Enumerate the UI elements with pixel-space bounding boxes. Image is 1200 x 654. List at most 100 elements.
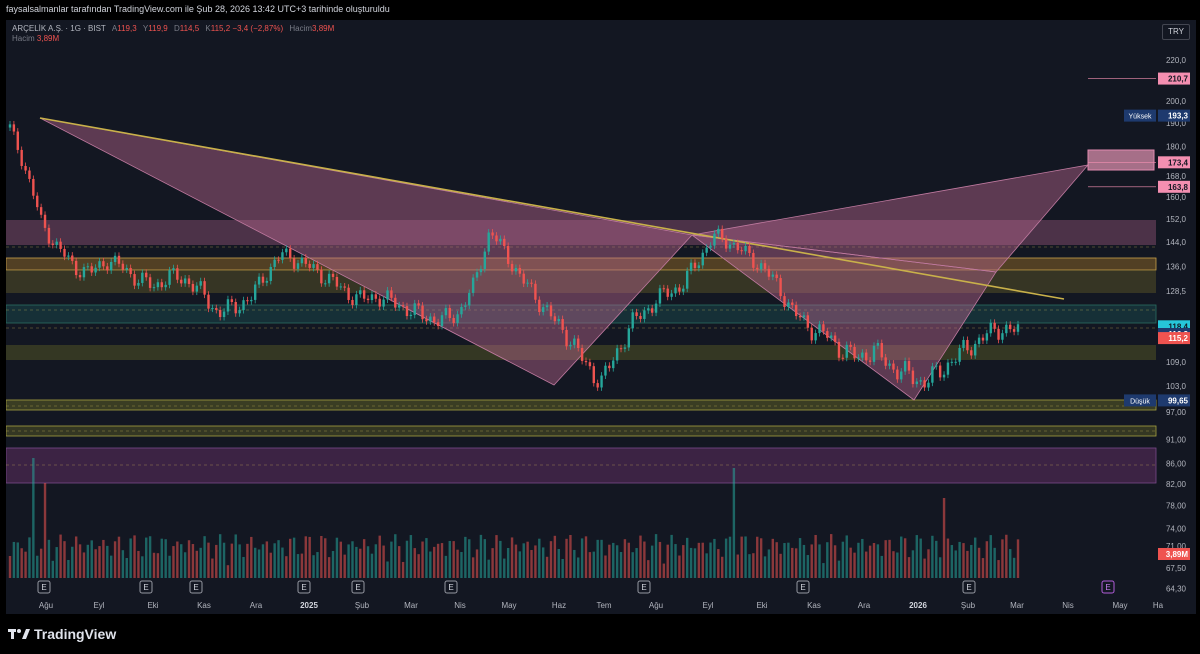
tradingview-logo[interactable]: TradingView: [8, 626, 116, 642]
candle-body: [724, 238, 728, 249]
earnings-marker-box: [139, 580, 153, 594]
candle-body: [257, 276, 261, 285]
volume-bar: [518, 551, 522, 578]
volume-bar: [164, 539, 167, 578]
price-tick: 160,0: [1166, 193, 1187, 202]
candle-body: [242, 300, 245, 311]
volume-bar: [168, 555, 171, 578]
volume-bar: [538, 538, 541, 578]
candle-body: [900, 371, 903, 380]
green-box: [6, 304, 1157, 324]
candle-body: [697, 265, 701, 268]
candle-body: [662, 288, 666, 290]
volume-bar: [374, 544, 378, 578]
price-label: 99,65: [1168, 396, 1189, 405]
candle-body: [487, 232, 490, 252]
candle-body: [90, 266, 93, 273]
volume-indicator-value: 3,89M: [36, 34, 60, 43]
candle-body: [401, 305, 405, 307]
volume-bar: [187, 540, 191, 578]
volume-bar: [670, 534, 673, 578]
candle-body: [471, 277, 475, 293]
price-label: 115,2: [1168, 334, 1188, 343]
candle-body: [647, 308, 650, 311]
candle-body: [857, 357, 860, 359]
volume-bar: [721, 556, 724, 578]
candle-body: [674, 287, 677, 294]
candle-body: [989, 322, 992, 334]
volume-indicator-label[interactable]: Hacim: [12, 34, 35, 43]
volume-bar: [954, 550, 957, 578]
volume-bar: [709, 542, 712, 578]
candle-body: [973, 343, 977, 356]
volume-bar: [837, 560, 841, 578]
price-tick: 82,00: [1166, 480, 1187, 489]
candle-body: [347, 287, 350, 300]
candles: [8, 120, 1020, 391]
volume-bar: [604, 555, 607, 578]
volume-bar: [183, 552, 187, 578]
volume-bar: [370, 553, 374, 578]
candle-body: [861, 352, 864, 358]
volume-bars: [8, 458, 1020, 578]
time-tick: Şub: [961, 601, 976, 610]
candle-body: [565, 329, 568, 347]
candle-body: [117, 255, 121, 264]
candle-body: [514, 267, 518, 272]
candle-body: [553, 316, 557, 322]
volume-bar: [471, 557, 475, 578]
volume-label: Hacim: [289, 24, 313, 33]
future-earnings-marker: E: [1105, 583, 1110, 592]
price-tick: 109,0: [1166, 358, 1187, 367]
candle-body: [106, 266, 109, 271]
earnings-marker: E: [800, 583, 805, 592]
candle-body: [8, 124, 12, 128]
volume-bar: [997, 560, 1000, 578]
time-tick: 2025: [300, 601, 318, 610]
candle-body: [172, 268, 175, 271]
candle-body: [981, 337, 985, 341]
candle-body: [180, 279, 183, 284]
candle-body: [748, 245, 751, 253]
candle-body: [794, 304, 798, 317]
volume-bar: [818, 544, 821, 578]
time-tick: Şub: [355, 601, 370, 610]
volume-bar: [331, 551, 335, 578]
volume-bar: [55, 547, 58, 578]
volume-bar: [584, 536, 588, 578]
volume-bar: [650, 545, 654, 578]
candle-body: [1012, 329, 1016, 332]
candle-body: [207, 294, 210, 309]
candle-body: [215, 308, 218, 310]
volume-bar: [195, 550, 199, 578]
candle-body: [783, 296, 786, 307]
price-axis: 220,0210,0200,0190,0180,0168,0160,0152,0…: [1166, 56, 1187, 594]
currency-button[interactable]: TRY: [1162, 24, 1190, 40]
chart-frame[interactable]: [6, 20, 1196, 614]
symbol-title[interactable]: ARÇELİK A.Ş. · 1G · BIST: [12, 24, 106, 33]
volume-bar: [113, 541, 117, 578]
candle-body: [211, 308, 214, 310]
volume-bar: [1005, 534, 1008, 578]
candle-body: [355, 294, 358, 306]
candle-body: [269, 266, 272, 281]
price-chart[interactable]: 220,0210,0200,0190,0180,0168,0160,0152,0…: [6, 20, 1196, 614]
time-tick: Eki: [756, 601, 767, 610]
earnings-marker: E: [641, 583, 646, 592]
candle-body: [865, 352, 868, 361]
volume-bar: [857, 542, 860, 578]
candle-body: [273, 259, 276, 267]
volume-bar: [222, 542, 226, 578]
earnings-marker: E: [143, 583, 148, 592]
candle-body: [296, 263, 300, 269]
volume-bar: [911, 550, 915, 578]
price-label-box: [1158, 109, 1190, 122]
volume-bar: [1001, 539, 1004, 578]
candle-body: [312, 264, 315, 268]
candle-body: [448, 308, 451, 318]
volume-bar: [876, 544, 880, 578]
volume-bar: [86, 544, 90, 578]
volume-bar: [456, 549, 459, 578]
candle-body: [425, 319, 428, 322]
volume-bar: [39, 548, 43, 578]
